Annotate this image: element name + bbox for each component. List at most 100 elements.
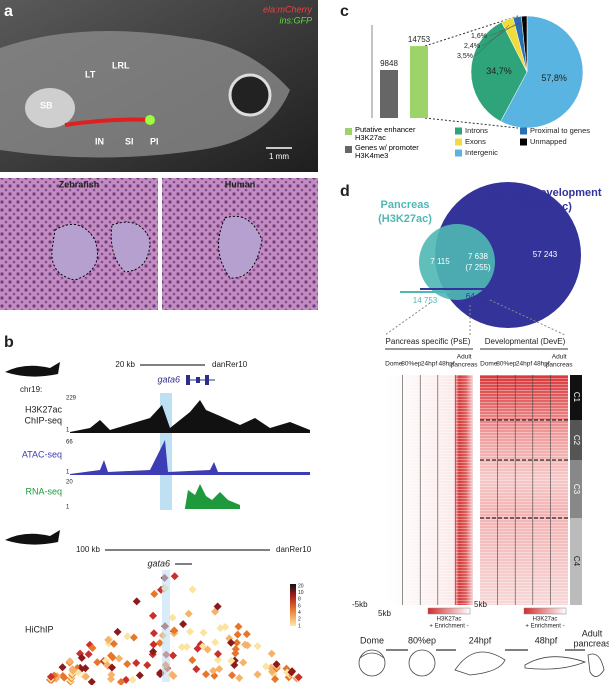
column-label: 80%ep [496, 361, 517, 368]
heatmap-title: Developmental (DevE) [485, 337, 566, 346]
hichip-pixel [149, 647, 158, 656]
legend-text: Intergenic [465, 148, 498, 157]
column-label: Adult [457, 354, 472, 361]
hichip-pixel [228, 671, 237, 680]
organ-label: SB [40, 100, 53, 110]
hichip-pixel [77, 653, 86, 662]
venn-count: 7 638 [468, 252, 489, 261]
colorbar-label: 10 [298, 590, 304, 596]
column-label: Dome [385, 361, 403, 368]
column-label: 24hpf [421, 361, 437, 368]
islet-outline [110, 221, 151, 273]
cluster-label: C3 [572, 484, 581, 495]
hichip-pixel [184, 609, 193, 618]
hichip-pixel [46, 672, 55, 681]
hichip-pixel [231, 645, 240, 654]
hichip-pixel [132, 658, 141, 667]
hichip-pixel [294, 673, 303, 682]
colorbar [523, 607, 567, 615]
hichip-pixel [209, 666, 218, 675]
colorbar-label: 8 [298, 597, 301, 603]
hichip-pixel [213, 602, 222, 611]
hichip-pixel [193, 644, 202, 653]
venn-title: Embryo Development [488, 187, 601, 199]
colorbar [290, 584, 296, 626]
legend-text: Unmapped [530, 137, 567, 146]
hichip-pixel [186, 627, 195, 636]
connector [384, 302, 431, 336]
bar-label: 9848 [380, 59, 398, 68]
legend-entry: Putative enhancer H3K27ac [355, 126, 415, 142]
panel-letter: c [340, 3, 349, 20]
chip-track [70, 400, 310, 433]
hichip-pixel [177, 643, 186, 652]
organ-label: PI [150, 136, 159, 146]
cluster-label: C2 [572, 435, 581, 446]
hichip-pixel [128, 675, 137, 684]
colorbar [427, 607, 471, 615]
heatmap-texture [385, 375, 473, 605]
connector [424, 15, 519, 47]
islet-outline [51, 223, 98, 281]
hichip-pixel [272, 660, 281, 669]
legend-swatch [455, 138, 462, 146]
swim-bladder [25, 88, 75, 128]
hichip-pixel [235, 674, 244, 683]
hichip-pixel [65, 657, 74, 666]
stage-label: 48hpf [535, 635, 558, 645]
hichip-pixel [115, 654, 124, 663]
column-label: Dome [480, 361, 498, 368]
hichip-pixel [129, 633, 138, 642]
legend-swatch [520, 138, 527, 146]
hichip-pixel [227, 656, 236, 665]
hichip-pixel [253, 642, 262, 651]
legend-swatch [345, 128, 352, 135]
hichip-pixel [253, 670, 262, 679]
scale-label: 1 mm [269, 152, 289, 161]
stage-label: Dome [360, 635, 384, 645]
fish-icon [5, 530, 60, 545]
embryo-drawings [358, 649, 605, 677]
track-name: H3K27ac [25, 404, 63, 414]
hichip-pixel [170, 626, 179, 635]
edge-label: 5kb [474, 600, 487, 609]
organ-label: IN [95, 136, 104, 146]
track-min: 1 [66, 505, 70, 511]
hichip-pixel [267, 649, 276, 658]
hichip-pixel [68, 665, 77, 674]
hichip-pixel [81, 672, 90, 681]
rna-track [185, 484, 240, 509]
mcherry-signal [64, 117, 151, 127]
stage-label: 80%ep [408, 635, 436, 645]
pie-label: 1,6% [471, 33, 487, 40]
legend-swatch [520, 127, 527, 135]
pie-slice [521, 15, 528, 73]
hichip-pixel [81, 664, 90, 673]
hichip-pixel [155, 638, 164, 647]
track-max: 229 [66, 396, 77, 402]
legend-label: ins:GFP [279, 15, 312, 25]
hichip-pixel [202, 670, 211, 679]
legend-text: Genes w/ promoter H3K4me3 [355, 144, 419, 160]
hichip-pixel [84, 650, 93, 659]
hichip-pixel [135, 671, 144, 680]
hichip-pixel [108, 653, 117, 662]
hichip-pixel [188, 585, 197, 594]
venn-count: 57 243 [533, 250, 558, 259]
organ-label: LT [85, 69, 96, 79]
track-max: 20 [66, 480, 73, 486]
cluster-bar [570, 375, 582, 420]
colorbar-label: H3K27ac [533, 617, 558, 623]
track-min: 1 [66, 428, 70, 434]
column-label: pancreas [546, 362, 573, 369]
column-label: pancreas [451, 362, 478, 369]
cluster-label: C1 [572, 392, 581, 403]
column-label: Adult [552, 354, 567, 361]
colorbar-label: 20 [298, 583, 304, 589]
hichip-pixel [192, 665, 201, 674]
track-name: ATAC-seq [22, 449, 62, 459]
hichip-pixel [169, 651, 178, 660]
hichip-pixel [261, 662, 270, 671]
pie-label: 2,4% [464, 43, 480, 50]
legend-swatch [455, 149, 462, 157]
